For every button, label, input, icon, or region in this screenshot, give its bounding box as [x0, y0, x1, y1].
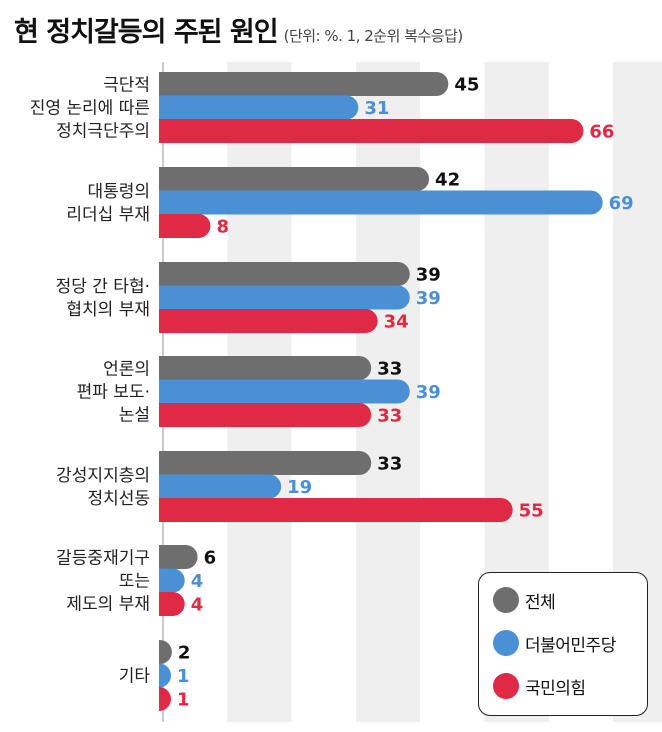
bar-ppp	[159, 119, 584, 143]
legend-item-democratic: 더불어민주당	[493, 630, 616, 656]
legend-swatch-ppp	[493, 673, 519, 699]
category-label: 진영 논리에 따른	[30, 99, 150, 119]
bar-democratic	[159, 95, 359, 120]
bar-overall	[159, 640, 172, 664]
category-label: 기타	[119, 667, 151, 687]
bar-overall	[159, 356, 372, 380]
category-label: 편파 보도·	[77, 383, 150, 403]
value-label-overall: 42	[435, 170, 460, 191]
legend-label-ppp: 국민의힘	[525, 678, 586, 699]
chart-unit-note: (단위: %. 1, 2순위 복수응답)	[283, 27, 464, 45]
value-label-democratic: 31	[364, 98, 389, 119]
value-label-ppp: 34	[384, 312, 409, 333]
category-label: 극단적	[103, 76, 150, 96]
value-label-overall: 2	[178, 643, 191, 664]
category-label: 정치선동	[87, 489, 150, 509]
value-label-ppp: 1	[177, 690, 190, 711]
category-label: 정치극단주의	[56, 122, 150, 142]
bar-overall	[159, 262, 410, 286]
value-label-democratic: 69	[609, 193, 634, 214]
bar-democratic	[159, 379, 410, 404]
legend-label-overall: 전체	[525, 592, 556, 613]
category-label: 또는	[119, 572, 150, 592]
legend-item-ppp: 국민의힘	[493, 673, 586, 699]
value-label-overall: 6	[204, 548, 217, 569]
legend-label-democratic: 더불어민주당	[525, 635, 616, 656]
value-label-ppp: 33	[377, 406, 402, 427]
value-label-overall: 45	[454, 75, 479, 96]
category-label: 대통령의	[87, 182, 150, 202]
bar-democratic	[159, 474, 282, 499]
category-label: 협치의 부재	[66, 300, 150, 320]
value-label-ppp: 8	[216, 217, 229, 238]
value-label-overall: 33	[377, 454, 402, 475]
category-label: 리더십 부재	[66, 205, 150, 225]
category-label: 정당 간 타협·	[56, 277, 150, 297]
bar-overall	[159, 72, 449, 96]
category-label: 언론의	[103, 360, 150, 380]
chart-title-block: 현 정치갈등의 주된 원인 (단위: %. 1, 2순위 복수응답)	[14, 10, 463, 49]
value-label-democratic: 19	[287, 477, 312, 498]
bar-ppp	[159, 687, 171, 711]
value-label-ppp: 55	[519, 501, 544, 522]
value-label-overall: 33	[377, 359, 402, 380]
bar-overall	[159, 167, 430, 191]
bar-ppp	[159, 592, 185, 616]
legend-swatch-democratic	[493, 630, 519, 656]
bar-ppp	[159, 214, 211, 238]
legend: 전체 더불어민주당 국민의힘	[478, 572, 648, 716]
bar-democratic	[159, 663, 171, 688]
bar-overall	[159, 545, 198, 569]
value-label-overall: 39	[416, 265, 441, 286]
legend-item-overall: 전체	[493, 587, 556, 613]
value-label-ppp: 66	[589, 122, 614, 143]
value-label-democratic: 1	[177, 666, 190, 687]
bar-democratic	[159, 285, 410, 310]
value-label-democratic: 39	[416, 288, 441, 309]
category-label: 논설	[119, 406, 150, 426]
bar-ppp	[159, 309, 378, 333]
value-label-democratic: 39	[416, 382, 441, 403]
bar-democratic	[159, 568, 185, 593]
bar-democratic	[159, 190, 603, 215]
value-label-democratic: 4	[191, 571, 204, 592]
bar-ppp	[159, 498, 513, 522]
legend-swatch-overall	[493, 587, 519, 613]
bar-ppp	[159, 403, 372, 427]
category-label: 갈등중재기구	[56, 549, 150, 569]
category-label: 제도의 부재	[66, 595, 150, 615]
value-label-ppp: 4	[191, 595, 204, 616]
category-label: 강성지지층의	[56, 466, 150, 486]
bar-overall	[159, 451, 372, 475]
chart-title: 현 정치갈등의 주된 원인	[14, 17, 279, 48]
